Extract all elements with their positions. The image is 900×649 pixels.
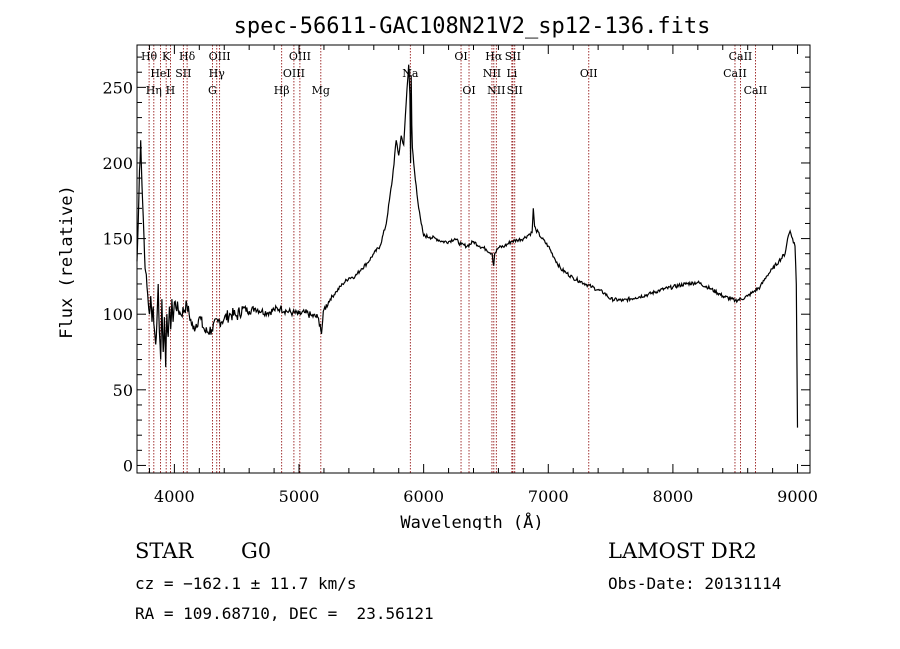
line-label-6: Hδ bbox=[179, 50, 196, 63]
line-label-5: SII bbox=[175, 67, 191, 80]
line-label-1: Hη bbox=[146, 84, 162, 97]
line-label-16: OI bbox=[462, 84, 475, 97]
line-label-9: OIII bbox=[209, 50, 231, 63]
plot-frame bbox=[136, 44, 811, 474]
x-tick-label-4: 8000 bbox=[653, 487, 694, 506]
x-axis-label: Wavelength (Å) bbox=[400, 511, 543, 530]
line-label-13: Mg bbox=[312, 84, 330, 97]
spectral-line-markers bbox=[148, 45, 756, 473]
line-label-3: K bbox=[162, 50, 171, 63]
line-label-19: NII bbox=[487, 84, 505, 97]
coordinates-info: RA = 109.68710, DEC = 23.56121 bbox=[135, 604, 434, 623]
line-label-15: OI bbox=[454, 50, 467, 63]
x-tick-label-1: 5000 bbox=[279, 487, 320, 506]
y-tick-label-4: 200 bbox=[102, 154, 133, 173]
line-label-23: OII bbox=[580, 67, 598, 80]
line-label-10: Hβ bbox=[274, 84, 290, 97]
line-label-0: Hθ bbox=[141, 50, 158, 63]
object-subclass: G0 bbox=[241, 539, 272, 563]
x-tick-label-3: 7000 bbox=[528, 487, 569, 506]
y-tick-label-1: 50 bbox=[113, 381, 133, 400]
chart-title: spec-56611-GAC108N21V2_sp12-136.fits bbox=[234, 14, 711, 39]
spectrum-chart: spec-56611-GAC108N21V2_sp12-136.fits HθH… bbox=[57, 14, 818, 530]
line-label-20: Li bbox=[506, 67, 517, 80]
spectral-line-labels: Hθ Hη HeI K H SII Hδ G Hγ OIII Hβ OIII OIII Mg Na OI OI N… bbox=[141, 50, 767, 97]
object-class: STAR bbox=[135, 539, 194, 563]
spectrum-line bbox=[136, 64, 799, 428]
y-axis-label: Flux (relative) bbox=[57, 185, 77, 339]
line-label-18: Hα bbox=[485, 50, 503, 63]
redshift-info: cz = −162.1 ± 11.7 km/s bbox=[135, 574, 357, 593]
line-label-21: SII bbox=[505, 50, 521, 63]
line-label-17: NII bbox=[483, 67, 501, 80]
x-axis-ticks: 4000 5000 6000 7000 8000 9000 bbox=[148, 45, 818, 506]
line-label-22: SII bbox=[507, 84, 523, 97]
y-tick-label-2: 100 bbox=[102, 305, 133, 324]
survey-name: LAMOST DR2 bbox=[608, 539, 757, 563]
x-tick-label-0: 4000 bbox=[154, 487, 195, 506]
observation-date: Obs-Date: 20131114 bbox=[608, 574, 782, 593]
line-label-11: OIII bbox=[283, 67, 305, 80]
line-label-14: Na bbox=[402, 67, 419, 80]
y-tick-label-5: 250 bbox=[102, 78, 133, 97]
line-label-26: CaII bbox=[744, 84, 768, 97]
line-label-8: Hγ bbox=[209, 67, 226, 80]
x-tick-label-5: 9000 bbox=[777, 487, 818, 506]
line-label-24: CaII bbox=[723, 67, 747, 80]
y-axis-ticks: 0 50 100 150 200 250 bbox=[102, 56, 810, 475]
y-tick-label-3: 150 bbox=[102, 230, 133, 249]
y-tick-label-0: 0 bbox=[123, 456, 133, 475]
line-label-7: G bbox=[208, 84, 217, 97]
line-label-25: CaII bbox=[729, 50, 753, 63]
x-tick-label-2: 6000 bbox=[403, 487, 444, 506]
line-label-12: OIII bbox=[289, 50, 311, 63]
line-label-4: H bbox=[166, 84, 176, 97]
line-label-2: HeI bbox=[150, 67, 170, 80]
